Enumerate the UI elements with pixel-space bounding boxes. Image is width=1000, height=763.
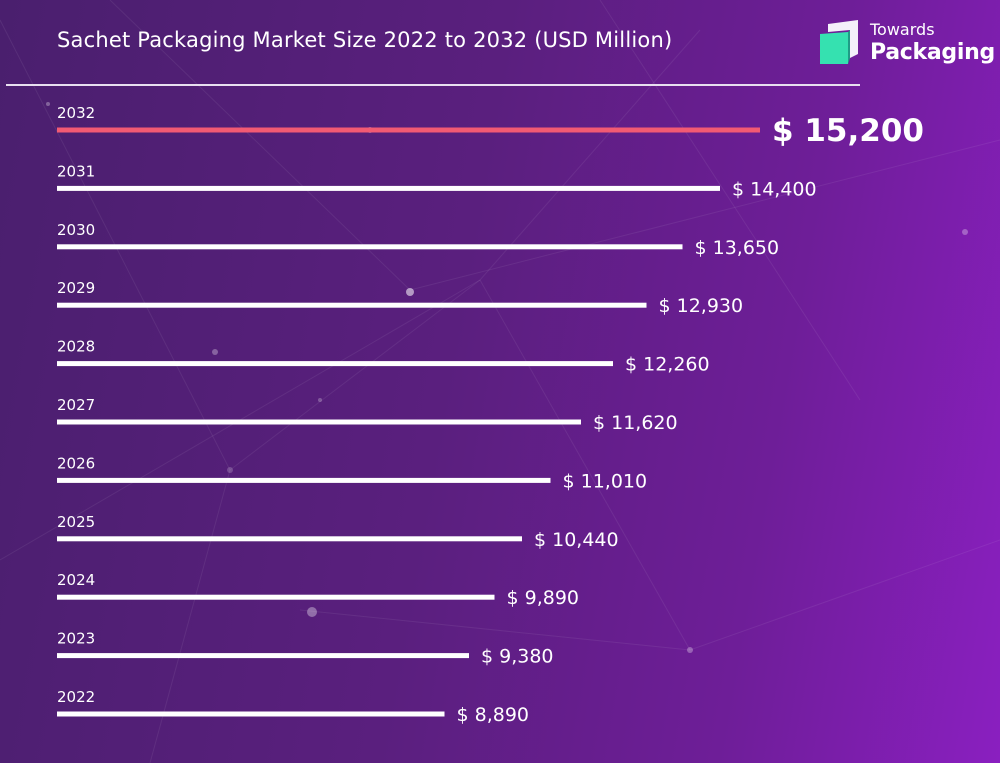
chart-title: Sachet Packaging Market Size 2022 to 203… — [57, 28, 673, 52]
logo-fold-shape — [828, 20, 858, 58]
bar-2022 — [57, 711, 445, 717]
value-label-2022: $ 8,890 — [457, 704, 530, 726]
value-label-2024: $ 9,890 — [507, 587, 580, 609]
bar-2029 — [57, 302, 647, 308]
category-label-2023: 2023 — [57, 630, 95, 648]
logo-side-face — [848, 30, 850, 64]
value-label-2026: $ 11,010 — [563, 470, 648, 492]
bar-2027 — [57, 419, 581, 425]
bar-chart: 2032 $ 15,200 2031 $ 14,400 2030 $ 13,650 2029… — [57, 104, 924, 726]
logo-front-face — [820, 32, 848, 64]
value-label-2025: $ 10,440 — [534, 529, 619, 551]
logo-mark-icon — [820, 20, 858, 64]
bar-2031 — [57, 185, 720, 191]
bar-2028 — [57, 361, 613, 367]
category-label-2027: 2027 — [57, 396, 95, 414]
value-label-2032: $ 15,200 — [772, 113, 924, 149]
bar-2026 — [57, 477, 551, 483]
category-label-2022: 2022 — [57, 688, 95, 706]
value-label-2031: $ 14,400 — [732, 178, 817, 200]
value-label-2023: $ 9,380 — [481, 646, 554, 668]
bar-2023 — [57, 653, 469, 659]
bar-2032 — [57, 127, 760, 133]
value-label-2030: $ 13,650 — [695, 237, 780, 259]
category-label-2031: 2031 — [57, 162, 95, 180]
logo-text-line2: Packaging — [870, 40, 995, 65]
category-label-2029: 2029 — [57, 279, 95, 297]
bar-2030 — [57, 244, 683, 250]
category-label-2025: 2025 — [57, 513, 95, 531]
brand-logo: Towards Packaging — [816, 18, 995, 74]
value-label-2028: $ 12,260 — [625, 354, 710, 376]
bar-2024 — [57, 594, 495, 600]
value-label-2029: $ 12,930 — [659, 295, 744, 317]
category-label-2024: 2024 — [57, 571, 95, 589]
title-divider — [6, 84, 860, 86]
category-label-2030: 2030 — [57, 221, 95, 239]
logo-text-line1: Towards — [870, 20, 935, 39]
category-label-2026: 2026 — [57, 454, 95, 472]
bar-2025 — [57, 536, 522, 542]
category-label-2032: 2032 — [57, 104, 95, 122]
value-label-2027: $ 11,620 — [593, 412, 678, 434]
category-label-2028: 2028 — [57, 338, 95, 356]
